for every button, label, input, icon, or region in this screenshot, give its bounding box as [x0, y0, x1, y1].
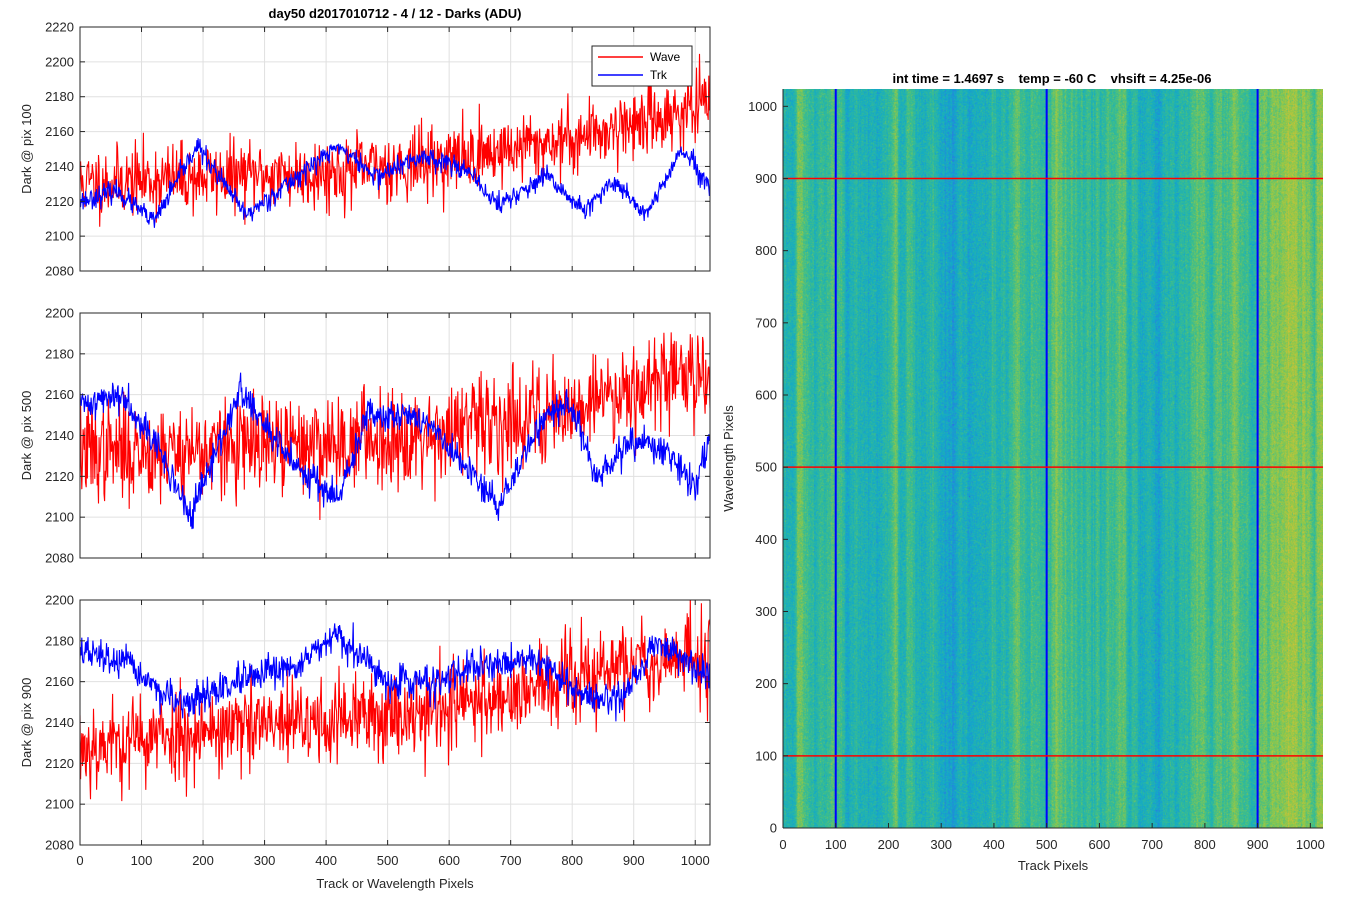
line-panel-3: 0 100 200 300 400 500 600 700 800 900 1000 2080 2100… — [19, 593, 711, 868]
y-tick-label: 2080 — [45, 264, 74, 279]
y-tick-label: 1000 — [748, 99, 777, 114]
y-tick-label: 2140 — [45, 715, 74, 730]
x-tick-label: 700 — [1141, 837, 1163, 852]
series-line-wave — [80, 53, 710, 227]
legend: Wave Trk — [591, 45, 693, 87]
x-tick-label: 200 — [878, 837, 900, 852]
y-tick-label: 900 — [755, 171, 777, 186]
x-tick-label: 900 — [623, 853, 645, 868]
y-tick-label: 2220 — [45, 20, 74, 35]
x-tick-label: 1000 — [681, 853, 710, 868]
y-tick-label: 100 — [755, 748, 777, 763]
y-tick-label: 2180 — [45, 89, 74, 104]
y-tick-label: 2160 — [45, 674, 74, 689]
y-tick-label: 800 — [755, 243, 777, 258]
y-tick-label: 2200 — [45, 54, 74, 69]
legend-trk-label: Trk — [650, 68, 668, 82]
series-line-trk — [80, 138, 710, 228]
shared-x-label: Track or Wavelength Pixels — [316, 876, 474, 891]
x-tick-label: 0 — [779, 837, 786, 852]
x-tick-label: 700 — [500, 853, 522, 868]
y-tick-label: 2120 — [45, 194, 74, 209]
axes-box — [79, 26, 711, 272]
x-axis-label: Track Pixels — [1018, 858, 1089, 873]
y-axis-label: Dark @ pix 100 — [19, 104, 34, 194]
x-tick-label: 200 — [192, 853, 214, 868]
x-tick-label: 100 — [825, 837, 847, 852]
series-line-trk — [80, 622, 710, 722]
y-tick-label: 400 — [755, 532, 777, 547]
y-tick-label: 2180 — [45, 633, 74, 648]
series-line-wave — [80, 332, 710, 521]
y-tick-label: 2200 — [45, 593, 74, 608]
y-tick-label: 0 — [770, 821, 777, 836]
image-title: int time = 1.4697 s temp = -60 C vhsift … — [892, 71, 1211, 86]
y-tick-label: 2160 — [45, 387, 74, 402]
y-tick-label: 2100 — [45, 510, 74, 525]
y-axis-label: Dark @ pix 500 — [19, 391, 34, 481]
y-axis-label: Wavelength Pixels — [721, 405, 736, 512]
x-tick-label: 100 — [131, 853, 153, 868]
y-tick-label: 300 — [755, 604, 777, 619]
y-axis-label: Dark @ pix 900 — [19, 678, 34, 768]
figure-title: day50 d2017010712 - 4 / 12 - Darks (ADU) — [269, 6, 522, 21]
y-tick-label: 2180 — [45, 346, 74, 361]
y-tick-label: 700 — [755, 315, 777, 330]
x-tick-label: 300 — [930, 837, 952, 852]
y-tick-label: 2120 — [45, 756, 74, 771]
y-tick-label: 200 — [755, 676, 777, 691]
x-tick-label: 800 — [1194, 837, 1216, 852]
x-tick-label: 500 — [377, 853, 399, 868]
y-tick-label: 600 — [755, 387, 777, 402]
y-tick-label: 2080 — [45, 838, 74, 853]
x-tick-label: 800 — [561, 853, 583, 868]
x-tick-label: 1000 — [1296, 837, 1325, 852]
y-tick-label: 2080 — [45, 551, 74, 566]
heatmap-image — [783, 89, 1323, 828]
line-panel-2: 2080 2100 2120 2140 2160 2180 2200 Dark @ pix 5… — [19, 306, 711, 566]
x-tick-label: 300 — [254, 853, 276, 868]
x-tick-label: 900 — [1247, 837, 1269, 852]
image-panel: int time = 1.4697 s temp = -60 C vhsift … — [721, 71, 1325, 873]
series-line-trk — [80, 372, 710, 530]
y-tick-label: 2140 — [45, 428, 74, 443]
y-tick-label: 2140 — [45, 159, 74, 174]
x-tick-label: 600 — [1089, 837, 1111, 852]
x-tick-label: 500 — [1036, 837, 1058, 852]
y-tick-label: 2100 — [45, 797, 74, 812]
y-tick-label: 2200 — [45, 306, 74, 321]
x-tick-label: 600 — [438, 853, 460, 868]
y-tick-label: 500 — [755, 460, 777, 475]
legend-wave-label: Wave — [650, 50, 681, 64]
x-tick-label: 0 — [76, 853, 83, 868]
y-tick-label: 2100 — [45, 229, 74, 244]
y-tick-label: 2160 — [45, 124, 74, 139]
series-line-wave — [80, 600, 710, 802]
x-tick-label: 400 — [315, 853, 337, 868]
x-tick-label: 400 — [983, 837, 1005, 852]
y-tick-label: 2120 — [45, 469, 74, 484]
legend-box — [591, 45, 693, 87]
